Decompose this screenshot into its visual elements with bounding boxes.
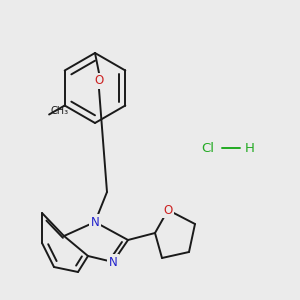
Text: N: N (109, 256, 117, 268)
Text: CH₃: CH₃ (50, 106, 68, 116)
Text: O: O (94, 74, 103, 88)
Text: N: N (91, 215, 99, 229)
Text: O: O (164, 203, 172, 217)
Text: H: H (245, 142, 255, 154)
Text: Cl: Cl (202, 142, 214, 154)
